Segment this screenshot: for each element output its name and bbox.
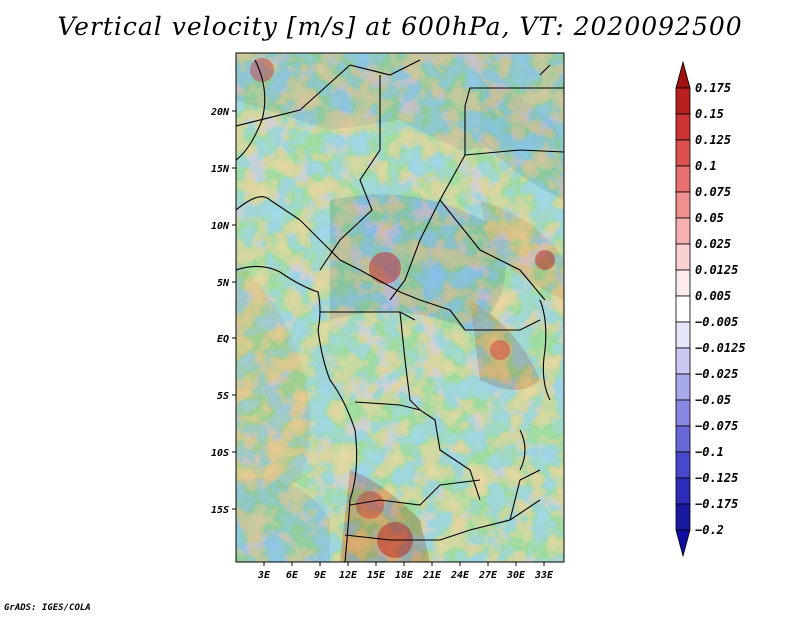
colorbar-label: 0.15 [695,107,724,121]
lat-label: 20N [210,107,230,118]
lat-label: 10S [211,448,229,459]
colorbar-label: −0.005 [695,315,738,329]
colorbar-label: −0.0125 [695,341,746,355]
colorbar-label: −0.175 [695,497,738,511]
map-title: Vertical velocity [m/s] at 600hPa, VT: 2… [57,12,743,41]
lon-label: 18E [395,570,414,581]
latitude-axis: 20N 15N 10N 5N EQ 5S 10S 15S [210,107,236,516]
colorbar-label: 0.005 [695,289,731,303]
colorbar-label: −0.125 [695,471,738,485]
country-borders [236,59,564,562]
colorbar-swatch [675,60,691,89]
lon-label: 6E [286,570,299,581]
lat-label: 15S [211,505,229,516]
lon-label: 12E [339,570,358,581]
colorbar-label: 0.025 [695,237,731,251]
lon-label: 9E [314,570,327,581]
lon-label: 3E [257,570,271,581]
lat-label: 5S [217,391,229,402]
colorbar-label: 0.175 [695,81,731,95]
colorbar-swatch [675,295,691,323]
grads-credit: GrADS: IGES/COLA [4,603,91,613]
colorbar-swatch [675,165,691,193]
colorbar-swatch [675,217,691,245]
colorbar-label: 0.05 [695,211,724,225]
colorbar-swatch [675,373,691,401]
colorbar-swatch [675,87,691,115]
colorbar-label: −0.075 [695,419,738,433]
colorbar-swatch [675,399,691,427]
colorbar-swatch [675,191,691,219]
colorbar-swatch [675,243,691,271]
colorbar-swatch [675,139,691,167]
lon-label: 15E [367,570,386,581]
lat-label: EQ [217,334,229,345]
colorbar-label: 0.0125 [695,263,738,277]
colorbar-swatch [675,269,691,297]
colorbar-swatch [675,347,691,375]
lat-label: 15N [211,164,230,175]
colorbar-swatch [675,451,691,479]
longitude-axis: 3E 6E 9E 12E 15E 18E 21E 24E 27E 30E 33E [257,562,554,581]
colorbar-swatch [675,425,691,453]
lon-label: 24E [450,570,470,581]
colorbar-swatch [675,477,691,505]
colorbar-label: −0.05 [695,393,731,407]
lat-label: 5N [217,278,230,289]
colorbar-label: 0.1 [695,159,717,173]
colorbar: 0.175 0.15 0.125 0.1 0.075 0.05 0.025 0.0125 0.0… [675,60,746,558]
map-frame [235,52,565,563]
colorbar-swatch [675,321,691,349]
colorbar-label: −0.1 [695,445,724,459]
lon-label: 21E [422,570,442,581]
vertical-velocity-field [236,53,564,562]
colorbar-swatch [675,113,691,141]
colorbar-label: −0.025 [695,367,738,381]
lon-label: 27E [478,570,498,581]
lon-label: 30E [506,570,526,581]
colorbar-label: 0.075 [695,185,731,199]
colorbar-label: −0.2 [695,523,724,537]
colorbar-swatch [675,503,691,531]
colorbar-swatch [675,529,691,558]
lon-label: 33E [534,570,554,581]
lat-label: 10N [211,221,230,232]
colorbar-label: 0.125 [695,133,731,147]
